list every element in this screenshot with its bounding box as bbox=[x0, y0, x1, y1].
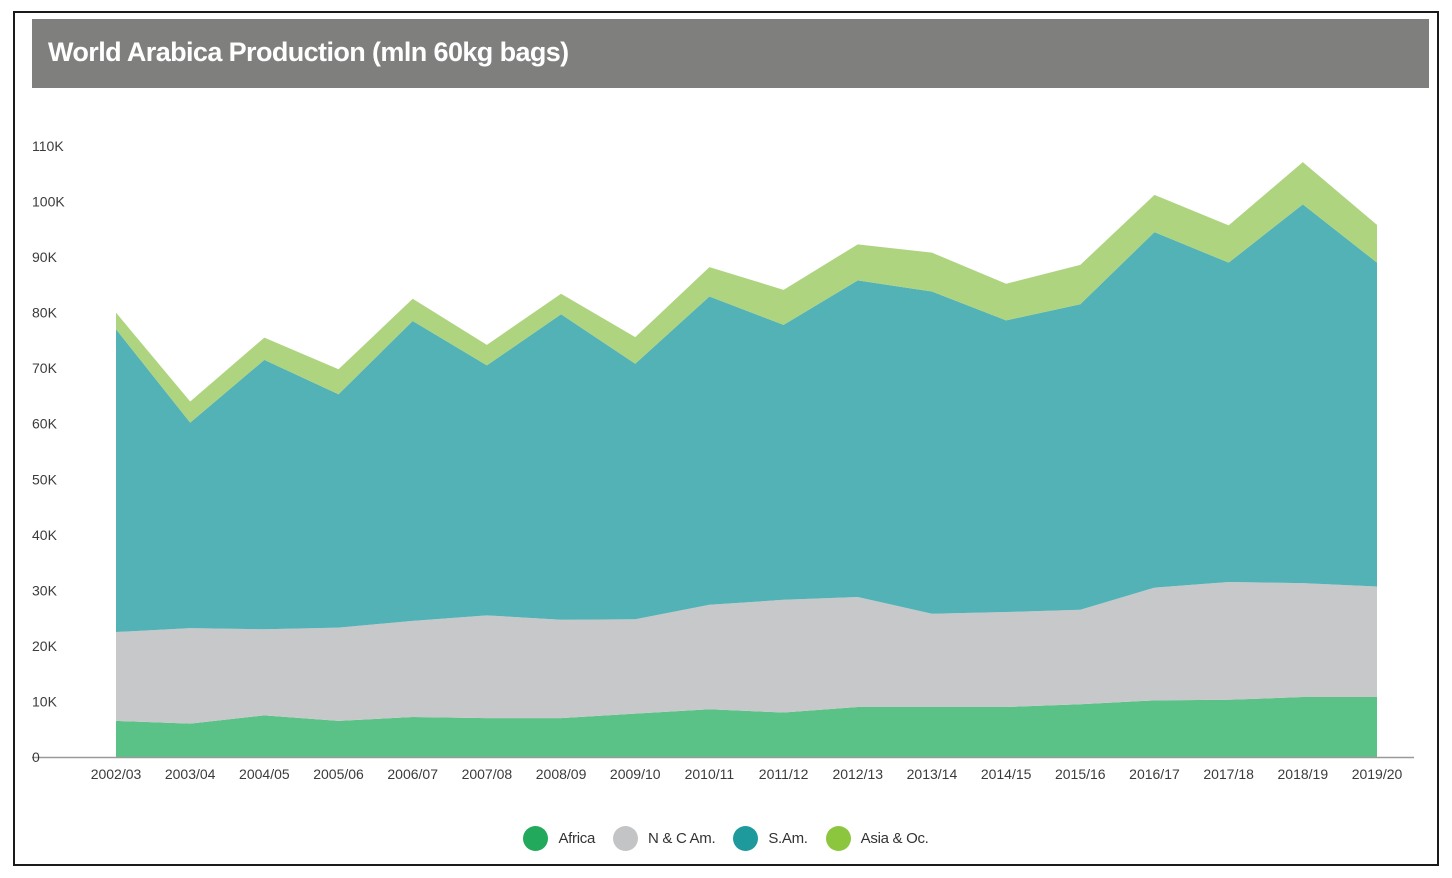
x-tick-label: 2019/20 bbox=[1352, 766, 1403, 782]
x-tick-label: 2009/10 bbox=[610, 766, 661, 782]
legend-label: Africa bbox=[558, 829, 596, 847]
x-tick-label: 2003/04 bbox=[165, 766, 216, 782]
x-tick-label: 2010/11 bbox=[685, 766, 735, 782]
y-tick-label: 30K bbox=[32, 582, 58, 598]
x-tick-label: 2018/19 bbox=[1278, 766, 1329, 782]
x-tick-label: 2015/16 bbox=[1055, 766, 1106, 782]
area-n-c-am bbox=[116, 582, 1377, 724]
legend-swatch bbox=[523, 825, 549, 851]
legend-label: Asia & Oc. bbox=[860, 829, 929, 847]
area-asia-oc bbox=[116, 162, 1377, 423]
area-s-am bbox=[116, 204, 1377, 633]
y-tick-label: 90K bbox=[32, 249, 58, 265]
x-tick-label: 2013/14 bbox=[907, 766, 958, 782]
legend-label: N & C Am. bbox=[648, 829, 716, 847]
y-tick-label: 70K bbox=[32, 360, 58, 376]
legend-item-africa[interactable]: Africa bbox=[523, 825, 596, 851]
y-tick-label: 0 bbox=[32, 749, 40, 765]
legend-swatch bbox=[613, 825, 639, 851]
legend-item-s-am[interactable]: S.Am. bbox=[733, 825, 808, 851]
y-tick-label: 80K bbox=[32, 305, 58, 321]
x-tick-label: 2016/17 bbox=[1129, 766, 1180, 782]
y-tick-label: 40K bbox=[32, 527, 58, 543]
x-tick-label: 2008/09 bbox=[536, 766, 587, 782]
x-tick-label: 2014/15 bbox=[981, 766, 1032, 782]
x-tick-label: 2017/18 bbox=[1203, 766, 1254, 782]
legend-swatch bbox=[733, 825, 759, 851]
x-tick-label: 2007/08 bbox=[462, 766, 513, 782]
legend-swatch bbox=[825, 825, 851, 851]
y-tick-label: 50K bbox=[32, 471, 58, 487]
legend-label: S.Am. bbox=[768, 829, 808, 847]
y-tick-label: 100K bbox=[32, 194, 65, 210]
legend-item-n-c-am[interactable]: N & C Am. bbox=[613, 825, 716, 851]
chart-title-bar: World Arabica Production (mln 60kg bags) bbox=[32, 19, 1429, 88]
x-tick-label: 2012/13 bbox=[832, 766, 883, 782]
legend-item-asia-oc[interactable]: Asia & Oc. bbox=[825, 825, 929, 851]
x-tick-label: 2011/12 bbox=[759, 766, 809, 782]
x-tick-label: 2004/05 bbox=[239, 766, 290, 782]
y-tick-label: 60K bbox=[32, 416, 58, 432]
x-tick-label: 2005/06 bbox=[313, 766, 364, 782]
x-tick-label: 2006/07 bbox=[387, 766, 438, 782]
y-tick-label: 20K bbox=[32, 638, 58, 654]
area-africa bbox=[116, 697, 1377, 757]
y-tick-label: 110K bbox=[32, 138, 64, 154]
y-tick-label: 10K bbox=[32, 693, 58, 709]
x-tick-label: 2002/03 bbox=[91, 766, 142, 782]
chart-legend: Africa N & C Am. S.Am. Asia & Oc. bbox=[0, 822, 1452, 854]
chart-title: World Arabica Production (mln 60kg bags) bbox=[48, 37, 569, 67]
